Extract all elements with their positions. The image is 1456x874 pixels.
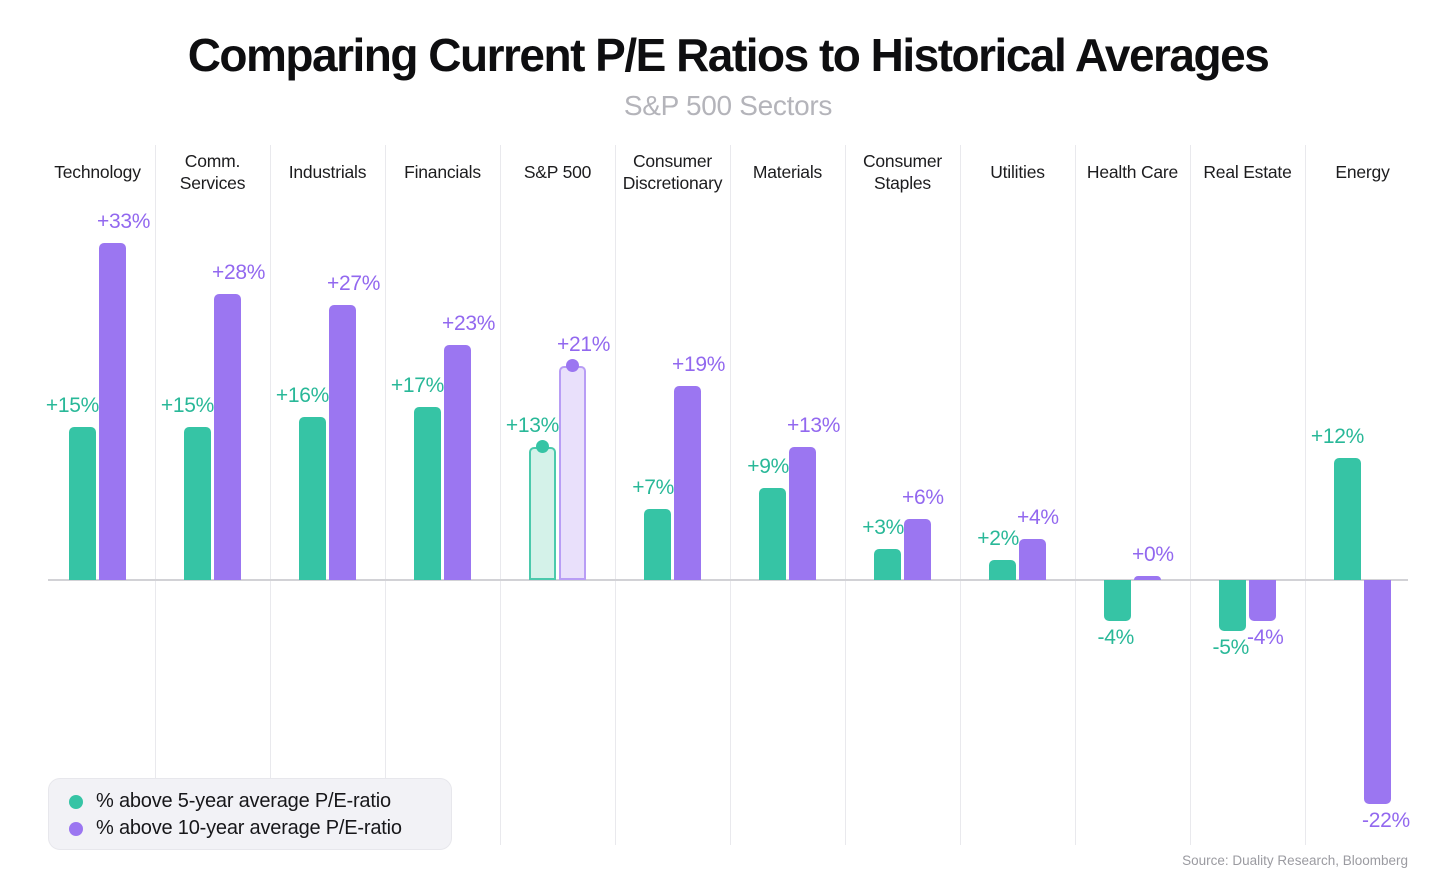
bar-5yr — [299, 417, 326, 580]
legend: % above 5-year average P/E-ratio % above… — [48, 778, 452, 850]
bar-value-label: +13% — [505, 414, 559, 437]
column-separator — [614, 145, 616, 845]
sector-label: Consumer Discretionary — [622, 151, 723, 193]
zero-baseline — [48, 578, 1408, 581]
bar-5yr — [874, 549, 901, 580]
bar-value-label: +0% — [1132, 543, 1174, 566]
bar-5yr — [529, 447, 556, 580]
bar-value-label: +9% — [747, 455, 789, 478]
bar-5yr — [69, 427, 96, 580]
bar-5yr — [1104, 580, 1131, 621]
bar-5yr — [414, 407, 441, 580]
bar-5yr — [644, 509, 671, 580]
legend-item-5yr: % above 5-year average P/E-ratio — [69, 788, 451, 815]
legend-label: % above 5-year average P/E-ratio — [96, 790, 391, 812]
sector-label: Materials — [752, 162, 823, 183]
sector-label: Comm. Services — [179, 151, 246, 193]
sector-label: Industrials — [288, 162, 367, 183]
bar-value-label: +33% — [97, 210, 151, 233]
bar-10yr — [329, 305, 356, 580]
bar-value-label: +16% — [275, 384, 329, 407]
bar-5yr — [1219, 580, 1246, 631]
sector-label: Utilities — [990, 162, 1045, 183]
bar-value-label: -4% — [1097, 626, 1135, 649]
legend-item-10yr: % above 10-year average P/E-ratio — [69, 815, 451, 842]
bar-10yr — [789, 447, 816, 580]
bar-value-label: +15% — [160, 394, 214, 417]
bar-5yr — [1334, 458, 1361, 580]
column-separator — [499, 145, 501, 845]
sp500-marker-dot — [566, 358, 579, 372]
bar-value-label: +4% — [1017, 506, 1059, 529]
bar-value-label: +23% — [442, 312, 496, 335]
legend-label: % above 10-year average P/E-ratio — [96, 817, 402, 839]
column-separator — [1074, 145, 1076, 845]
sector-label: Energy — [1335, 162, 1390, 183]
sector-label: Real Estate — [1203, 162, 1292, 183]
bar-value-label: +6% — [902, 486, 944, 509]
sector-label: Financials — [404, 162, 481, 183]
bar-value-label: +28% — [212, 261, 266, 284]
column-separator — [154, 145, 156, 845]
sector-label: Consumer Staples — [862, 151, 943, 193]
column-separator — [269, 145, 271, 845]
sp500-marker-dot — [536, 439, 549, 453]
bar-5yr — [989, 560, 1016, 580]
chart-subtitle: S&P 500 Sectors — [623, 90, 833, 121]
bar-value-label: +13% — [787, 414, 841, 437]
bar-10yr — [1249, 580, 1276, 621]
bar-value-label: +7% — [632, 476, 674, 499]
column-separator — [844, 145, 846, 845]
bar-5yr — [184, 427, 211, 580]
chart-title: Comparing Current P/E Ratios to Historic… — [187, 29, 1270, 81]
column-separator — [729, 145, 731, 845]
bar-10yr — [1364, 580, 1391, 804]
source-credit: Source: Duality Research, Bloomberg — [1182, 853, 1408, 868]
bar-value-label: +27% — [327, 272, 381, 295]
purple-dot-icon — [69, 821, 83, 836]
bar-value-label: -4% — [1247, 626, 1284, 649]
teal-dot-icon — [69, 794, 83, 809]
bar-10yr — [559, 366, 586, 580]
sector-label: Technology — [54, 162, 141, 183]
bar-value-label: +12% — [1310, 425, 1364, 448]
bar-10yr — [444, 345, 471, 580]
bar-value-label: +17% — [390, 374, 444, 397]
column-separator — [959, 145, 961, 845]
bar-value-label: +2% — [977, 527, 1019, 550]
bar-10yr — [214, 294, 241, 580]
column-separator — [1304, 145, 1306, 845]
bar-value-label: +19% — [672, 353, 726, 376]
bar-value-label: +15% — [45, 394, 99, 417]
bar-10yr — [99, 243, 126, 580]
bar-10yr — [1019, 539, 1046, 580]
bar-10yr — [674, 386, 701, 580]
bar-value-label: +21% — [557, 333, 611, 356]
bar-5yr — [759, 488, 786, 580]
sector-label: Health Care — [1086, 162, 1179, 183]
column-separator — [1189, 145, 1191, 845]
column-separator — [384, 145, 386, 845]
bar-10yr — [904, 519, 931, 580]
bar-value-label: -22% — [1362, 809, 1410, 832]
bar-value-label: +3% — [862, 516, 904, 539]
sector-label: S&P 500 — [523, 162, 592, 183]
bar-10yr — [1134, 576, 1161, 580]
bar-value-label: -5% — [1212, 636, 1250, 659]
